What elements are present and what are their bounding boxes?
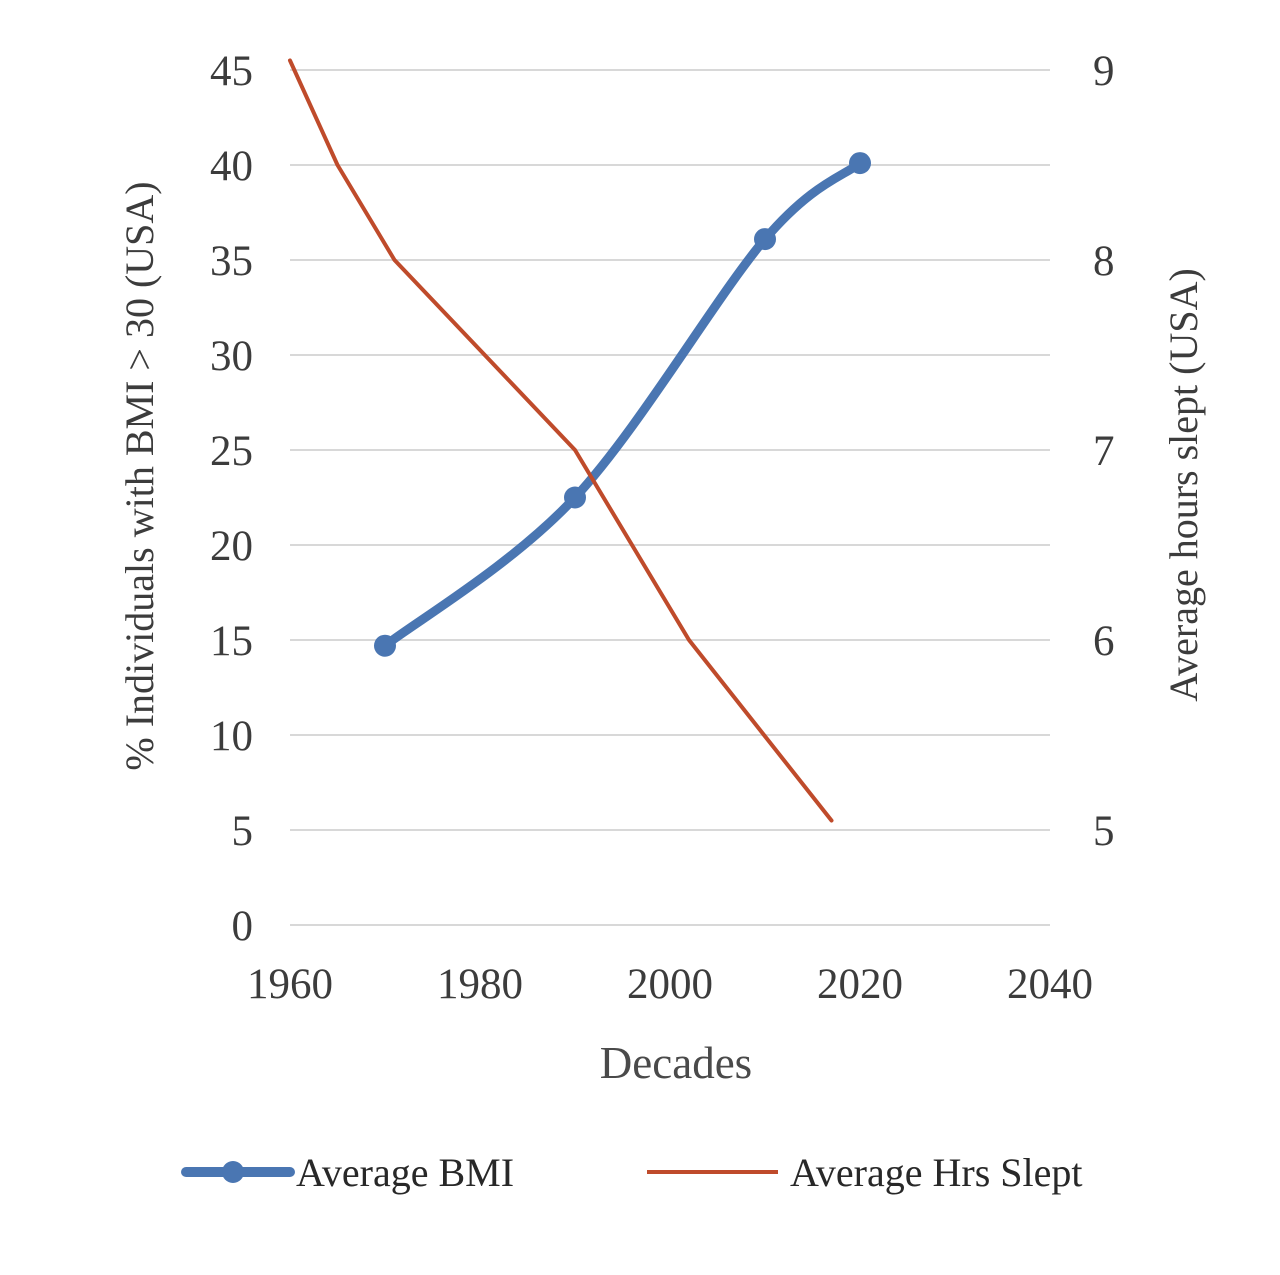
y-right-tick-label: 5 bbox=[1093, 808, 1115, 855]
y-right-tick-label: 8 bbox=[1093, 238, 1115, 285]
y-right-tick-label: 7 bbox=[1093, 428, 1115, 475]
y-left-tick-label: 5 bbox=[232, 808, 254, 855]
legend-label-average-bmi: Average BMI bbox=[296, 1150, 514, 1195]
y-left-tick-label: 30 bbox=[210, 333, 253, 380]
x-tick-label: 1980 bbox=[437, 961, 523, 1008]
y-left-tick-label: 25 bbox=[210, 428, 253, 475]
y-left-tick-label: 20 bbox=[210, 523, 253, 570]
x-tick-label: 2000 bbox=[627, 961, 713, 1008]
x-tick-label: 2020 bbox=[817, 961, 903, 1008]
y-left-tick-label: 40 bbox=[210, 143, 253, 190]
x-tick-labels: 1960 1980 2000 2020 2040 bbox=[247, 961, 1093, 1008]
y-right-tick-label: 6 bbox=[1093, 618, 1115, 665]
y-right-tick-labels: 5 6 7 8 9 bbox=[1093, 48, 1115, 855]
y-left-tick-label: 0 bbox=[232, 903, 254, 950]
data-point-marker bbox=[374, 634, 396, 657]
data-point-marker bbox=[564, 486, 586, 509]
y-left-tick-label: 10 bbox=[210, 713, 253, 760]
x-tick-label: 1960 bbox=[247, 961, 333, 1008]
data-point-marker bbox=[849, 152, 871, 175]
legend: Average BMI Average Hrs Slept bbox=[181, 1150, 1083, 1195]
y-left-tick-label: 35 bbox=[210, 238, 253, 285]
y-right-tick-label: 9 bbox=[1093, 48, 1115, 95]
legend-label-average-hrs-slept: Average Hrs Slept bbox=[790, 1150, 1083, 1195]
y-left-tick-labels: 0 5 10 15 20 25 30 35 40 45 bbox=[210, 48, 253, 950]
y-left-tick-label: 15 bbox=[210, 618, 253, 665]
legend-marker-circle-average-bmi bbox=[222, 1161, 244, 1183]
x-tick-label: 2040 bbox=[1007, 961, 1093, 1008]
x-axis-title: Decades bbox=[600, 1038, 752, 1088]
series-line-average-bmi bbox=[380, 158, 865, 651]
data-point-marker bbox=[754, 228, 776, 251]
series-line-average-hrs-slept bbox=[288, 58, 834, 823]
y-left-axis-title: % Individuals with BMI > 30 (USA) bbox=[117, 181, 162, 770]
series-lines bbox=[288, 58, 871, 823]
gridlines bbox=[290, 69, 1050, 926]
y-left-tick-label: 45 bbox=[210, 48, 253, 95]
y-right-axis-title: Average hours slept (USA) bbox=[1161, 268, 1206, 702]
